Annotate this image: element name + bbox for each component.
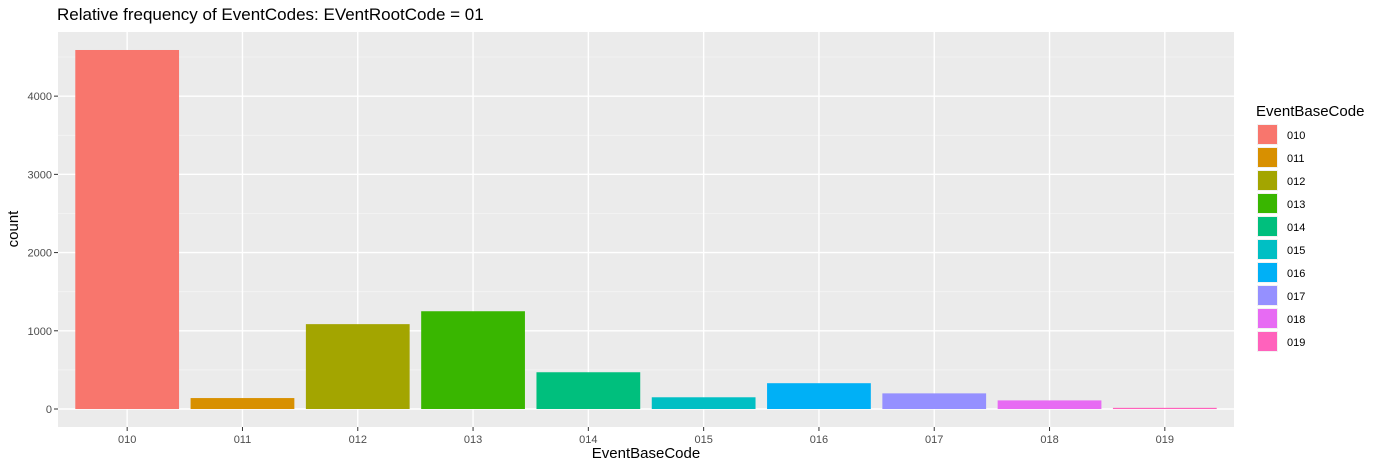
bar-012 [305,324,410,410]
bar-018 [997,400,1102,410]
bar-019 [1112,407,1217,410]
legend-swatch-014 [1258,217,1277,236]
y-tick-label: 2000 [28,248,52,260]
legend-swatch-019 [1258,332,1277,351]
x-tick-label: 012 [349,434,367,446]
legend-swatch-018 [1258,309,1277,328]
legend-label-016: 016 [1287,268,1305,280]
x-tick-label: 018 [1040,434,1058,446]
legend-swatch-017 [1258,286,1277,305]
x-tick-label: 010 [118,434,136,446]
x-tick-label: 017 [925,434,943,446]
bar-015 [651,397,756,410]
bar-017 [882,393,987,410]
legend-swatch-013 [1258,194,1277,213]
x-tick-label: 019 [1156,434,1174,446]
legend-swatch-016 [1258,263,1277,282]
legend-label-011: 011 [1287,153,1305,165]
legend-swatch-010 [1258,125,1277,144]
bar-016 [767,383,871,410]
legend-label-014: 014 [1287,222,1305,234]
plot-panel [58,32,1234,427]
bar-014 [536,372,641,410]
x-axis: 010 011 012 013 014 015 016 017 018 019 [118,427,1174,446]
x-tick-label: 011 [234,434,252,446]
x-tick-label: 016 [810,434,828,446]
legend: EventBaseCode 010 011 012 013 014 015 016 017 01… [1256,103,1364,352]
bar-010 [75,49,180,410]
legend-swatch-012 [1258,171,1277,190]
legend-title: EventBaseCode [1256,103,1364,120]
legend-swatch-011 [1258,148,1277,167]
legend-label-010: 010 [1287,130,1305,142]
x-axis-label: EventBaseCode [592,445,700,462]
legend-label-018: 018 [1287,314,1305,326]
x-tick-label: 015 [694,434,712,446]
chart-title: Relative frequency of EventCodes: EVentR… [57,5,484,24]
legend-label-015: 015 [1287,245,1305,257]
bar-013 [421,311,525,410]
legend-label-013: 013 [1287,199,1305,211]
x-tick-label: 013 [464,434,482,446]
y-tick-label: 3000 [28,169,52,181]
bars [75,49,1217,410]
y-tick-label: 0 [46,404,52,416]
legend-label-017: 017 [1287,291,1305,303]
legend-swatch-015 [1258,240,1277,259]
y-axis: 0 1000 2000 3000 4000 [28,91,58,416]
y-tick-label: 4000 [28,91,52,103]
legend-label-019: 019 [1287,337,1305,349]
y-axis-label: count [5,210,22,248]
bar-011 [190,398,295,410]
x-tick-label: 014 [579,434,597,446]
y-tick-label: 1000 [28,326,52,338]
legend-label-012: 012 [1287,176,1305,188]
